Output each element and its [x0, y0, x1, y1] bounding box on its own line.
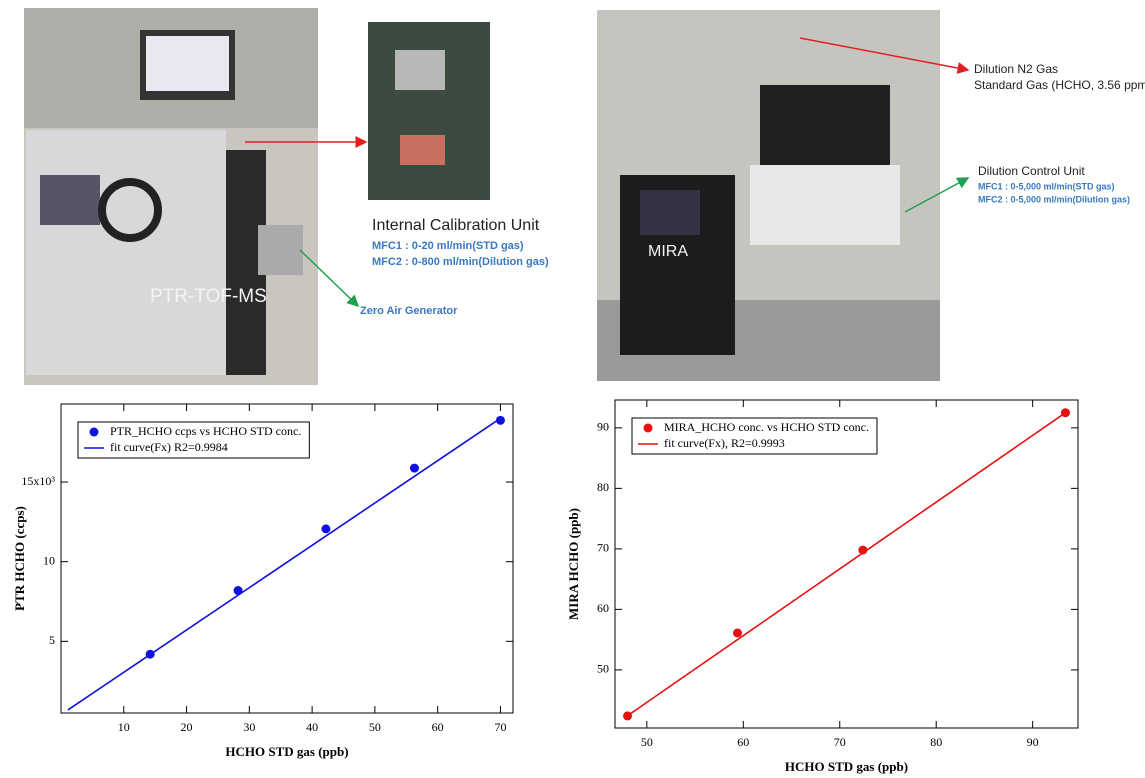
x-tick-label: 50	[641, 735, 653, 749]
annotation: Standard Gas (HCHO, 3.56 ppm)	[974, 78, 1145, 92]
y-tick-label: 60	[597, 601, 609, 615]
y-tick-label: 70	[597, 541, 609, 555]
figure: PTR-TOF-MS Internal Calibration Unit MFC…	[0, 0, 1145, 778]
legend: PTR_HCHO ccps vs HCHO STD conc. fit curve…	[78, 422, 309, 458]
x-tick-label: 70	[834, 735, 846, 749]
annotation: MFC1 : 0-20 ml/min(STD gas)	[372, 240, 524, 252]
annotation: MFC2 : 0-5,000 ml/min(Dilution gas)	[978, 194, 1130, 204]
x-tick-label: 60	[737, 735, 749, 749]
y-tick-label: 5	[49, 633, 55, 647]
photo-mira: MIRA	[597, 10, 940, 381]
point	[733, 628, 742, 637]
annotation: MFC1 : 0-5,000 ml/min(STD gas)	[978, 181, 1115, 191]
legend-swatch	[90, 428, 99, 437]
x-tick-label: 40	[306, 720, 318, 734]
legend-label: fit curve(Fx), R2=0.9993	[664, 436, 785, 450]
legend-label: PTR_HCHO ccps vs HCHO STD conc.	[110, 424, 301, 438]
legend-label: fit curve(Fx) R2=0.9984	[110, 440, 228, 454]
photo-label: PTR-TOF-MS	[150, 286, 267, 307]
legend-swatch	[644, 424, 653, 433]
y-tick-label: 15x10³	[21, 474, 55, 488]
y-axis-label: MIRA HCHO (ppb)	[566, 508, 581, 620]
x-tick-label: 50	[369, 720, 381, 734]
y-tick-label: 80	[597, 480, 609, 494]
annotation: Dilution Control Unit	[978, 164, 1085, 178]
y-tick-label: 50	[597, 662, 609, 676]
y-axis-label: PTR HCHO (ccps)	[12, 506, 27, 611]
y-tick-label: 90	[597, 420, 609, 434]
x-tick-label: 80	[930, 735, 942, 749]
x-axis-label: HCHO STD gas (ppb)	[225, 744, 348, 759]
x-tick-label: 90	[1027, 735, 1039, 749]
annotation: Zero Air Generator	[360, 305, 458, 317]
annotation: Dilution N2 Gas	[974, 62, 1058, 76]
photo-ptr: PTR-TOF-MS	[24, 8, 318, 385]
x-tick-label: 30	[243, 720, 255, 734]
fit-line	[625, 413, 1066, 718]
x-axis-label: HCHO STD gas (ppb)	[785, 759, 908, 774]
photo-calibration	[368, 22, 490, 200]
point	[410, 464, 419, 473]
y-tick-label: 10	[43, 553, 55, 567]
point	[321, 524, 330, 533]
x-tick-label: 20	[181, 720, 193, 734]
photo-label: MIRA	[648, 243, 688, 260]
legend: MIRA_HCHO conc. vs HCHO STD conc. fit cur…	[632, 418, 877, 454]
legend-label: MIRA_HCHO conc. vs HCHO STD conc.	[664, 420, 869, 434]
x-tick-label: 10	[118, 720, 130, 734]
x-tick-label: 60	[432, 720, 444, 734]
x-tick-label: 70	[494, 720, 506, 734]
annotation: MFC2 : 0-800 ml/min(Dilution gas)	[372, 256, 549, 268]
fit-line	[68, 418, 501, 710]
annotation: Internal Calibration Unit	[372, 217, 540, 234]
